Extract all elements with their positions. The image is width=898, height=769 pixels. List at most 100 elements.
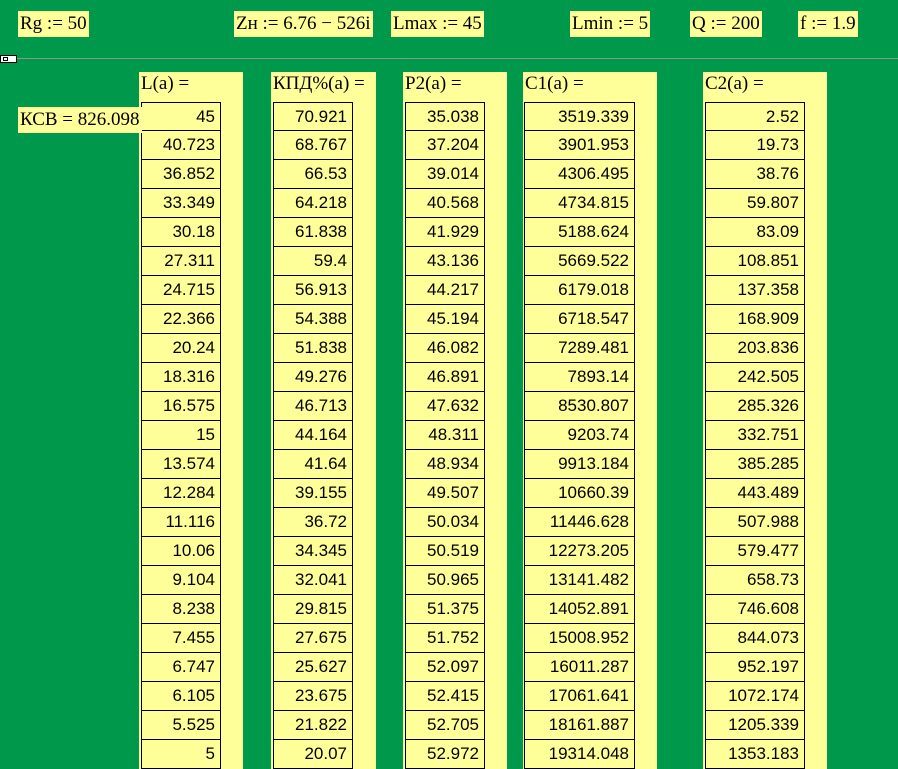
p2-value-cell: 35.038 (405, 102, 485, 131)
l-value-cell: 6.747 (141, 653, 221, 682)
p2-value-cell: 50.519 (405, 537, 485, 566)
kpd-value-cell: 41.64 (273, 450, 353, 479)
kpd-value-cell: 70.921 (273, 102, 353, 131)
c2-value-cell: 952.197 (705, 653, 805, 682)
kpd-value-cell: 23.675 (273, 682, 353, 711)
l-values: 45 40.723 36.852 33.349 30.18 27.311 24.715 22.… (141, 102, 221, 769)
c1-value-cell: 5188.624 (524, 218, 635, 247)
kpd-value-cell: 49.276 (273, 363, 353, 392)
p2-value-cell: 41.929 (405, 218, 485, 247)
c2-value-cell: 1205.339 (705, 711, 805, 740)
c1-value-cell: 19314.048 (524, 740, 635, 769)
kpd-value-cell: 66.53 (273, 160, 353, 189)
c1-value-cell: 14052.891 (524, 595, 635, 624)
l-value-cell: 45 (141, 102, 221, 131)
kpd-value-cell: 46.713 (273, 392, 353, 421)
kpd-value-cell: 39.155 (273, 479, 353, 508)
p2-value-cell: 51.375 (405, 595, 485, 624)
p2-value-cell: 46.891 (405, 363, 485, 392)
c2-value-cell: 746.608 (705, 595, 805, 624)
kpd-value-cell: 36.72 (273, 508, 353, 537)
c2-column[interactable]: C2(a) = 2.52 19.73 38.76 59.807 83.09 108.851… (703, 72, 827, 769)
l-value-cell: 20.24 (141, 334, 221, 363)
region-divider (0, 58, 898, 59)
c2-value-cell: 443.489 (705, 479, 805, 508)
c2-value-cell: 332.751 (705, 421, 805, 450)
c2-value-cell: 83.09 (705, 218, 805, 247)
c1-value-cell: 10660.39 (524, 479, 635, 508)
c2-value-cell: 844.073 (705, 624, 805, 653)
p2-column[interactable]: P2(a) = 35.038 37.204 39.014 40.568 41.929 43… (403, 72, 507, 769)
c2-value-cell: 1353.183 (705, 740, 805, 769)
kpd-value-cell: 56.913 (273, 276, 353, 305)
c1-value-cell: 16011.287 (524, 653, 635, 682)
c2-value-cell: 108.851 (705, 247, 805, 276)
p2-value-cell: 44.217 (405, 276, 485, 305)
l-value-cell: 30.18 (141, 218, 221, 247)
c1-value-cell: 13141.482 (524, 566, 635, 595)
c1-value-cell: 7289.481 (524, 334, 635, 363)
c1-column[interactable]: C1(a) = 3519.339 3901.953 4306.495 4734.815… (523, 72, 657, 769)
l-value-cell: 13.574 (141, 450, 221, 479)
lmin-definition[interactable]: Lmin := 5 (570, 11, 651, 37)
c1-value-cell: 18161.887 (524, 711, 635, 740)
c1-value-cell: 7893.14 (524, 363, 635, 392)
kpd-value-cell: 21.822 (273, 711, 353, 740)
c2-value-cell: 658.73 (705, 566, 805, 595)
kpd-values: 70.921 68.767 66.53 64.218 61.838 59.4 56.913 5… (273, 102, 353, 769)
f-definition[interactable]: f := 1.9 (798, 11, 858, 37)
q-definition[interactable]: Q := 200 (690, 11, 762, 37)
p2-value-cell: 52.972 (405, 740, 485, 769)
kpd-column[interactable]: КПД%(a) = 70.921 68.767 66.53 64.218 61.838 5… (271, 72, 376, 769)
c1-value-cell: 3519.339 (524, 102, 635, 131)
p2-value-cell: 43.136 (405, 247, 485, 276)
p2-column-header: P2(a) = (405, 73, 462, 94)
p2-value-cell: 52.705 (405, 711, 485, 740)
l-value-cell: 8.238 (141, 595, 221, 624)
kpd-value-cell: 27.675 (273, 624, 353, 653)
rg-definition[interactable]: Rg := 50 (18, 11, 89, 37)
region-marker-icon[interactable] (0, 55, 17, 63)
l-column[interactable]: L(a) = 45 40.723 36.852 33.349 30.18 27.311 24… (139, 72, 243, 769)
c1-value-cell: 12273.205 (524, 537, 635, 566)
kpd-value-cell: 59.4 (273, 247, 353, 276)
kpd-value-cell: 32.041 (273, 566, 353, 595)
l-value-cell: 40.723 (141, 131, 221, 160)
ksv-result[interactable]: КСВ = 826.098 (18, 107, 142, 133)
kpd-value-cell: 54.388 (273, 305, 353, 334)
kpd-value-cell: 20.07 (273, 740, 353, 769)
c2-value-cell: 1072.174 (705, 682, 805, 711)
l-value-cell: 16.575 (141, 392, 221, 421)
kpd-value-cell: 61.838 (273, 218, 353, 247)
l-value-cell: 24.715 (141, 276, 221, 305)
l-value-cell: 12.284 (141, 479, 221, 508)
c2-value-cell: 2.52 (705, 102, 805, 131)
p2-value-cell: 47.632 (405, 392, 485, 421)
c1-value-cell: 6179.018 (524, 276, 635, 305)
l-value-cell: 5 (141, 740, 221, 769)
c1-value-cell: 17061.641 (524, 682, 635, 711)
zn-definition[interactable]: Zн := 6.76 − 526i (234, 11, 373, 37)
c2-value-cell: 168.909 (705, 305, 805, 334)
p2-value-cell: 50.965 (405, 566, 485, 595)
c1-value-cell: 6718.547 (524, 305, 635, 334)
c2-column-header: C2(a) = (705, 73, 764, 94)
l-value-cell: 18.316 (141, 363, 221, 392)
l-value-cell: 22.366 (141, 305, 221, 334)
p2-value-cell: 48.311 (405, 421, 485, 450)
c2-value-cell: 203.836 (705, 334, 805, 363)
c1-value-cell: 3901.953 (524, 131, 635, 160)
lmax-definition[interactable]: Lmax := 45 (391, 11, 484, 37)
kpd-value-cell: 51.838 (273, 334, 353, 363)
c1-value-cell: 5669.522 (524, 247, 635, 276)
l-column-header: L(a) = (141, 73, 190, 94)
c1-value-cell: 9913.184 (524, 450, 635, 479)
c1-value-cell: 11446.628 (524, 508, 635, 537)
l-value-cell: 33.349 (141, 189, 221, 218)
c2-value-cell: 385.285 (705, 450, 805, 479)
p2-value-cell: 52.097 (405, 653, 485, 682)
kpd-value-cell: 44.164 (273, 421, 353, 450)
kpd-value-cell: 64.218 (273, 189, 353, 218)
c2-value-cell: 285.326 (705, 392, 805, 421)
c2-value-cell: 242.505 (705, 363, 805, 392)
